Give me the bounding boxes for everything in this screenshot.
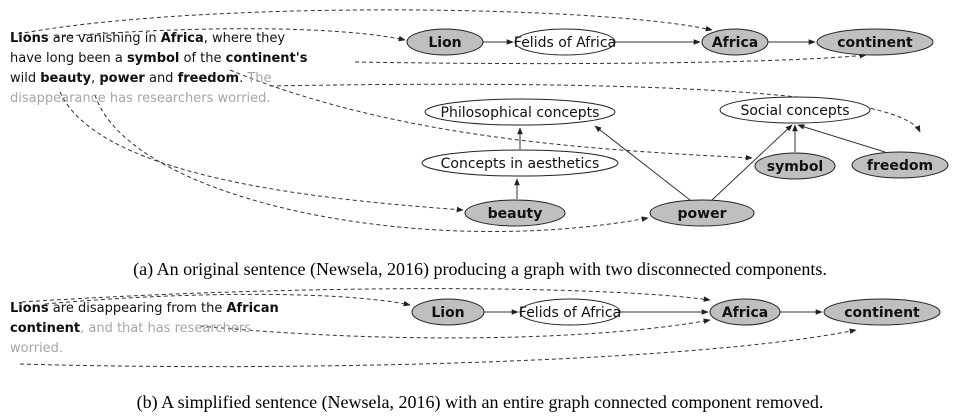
node-label: Africa — [722, 305, 768, 321]
node: Africa — [709, 298, 781, 326]
sentence-segment: are disappearing from the — [49, 301, 227, 316]
link — [17, 9, 713, 35]
sentence-segment: Lions — [10, 301, 49, 316]
sentence-segment: beauty — [40, 71, 91, 86]
caption: (b) A simplified sentence (Newsela, 2016… — [137, 392, 824, 413]
sentence-segment: , — [91, 71, 99, 86]
sentence-line: Lions are vanishing in Africa, where the… — [10, 31, 285, 46]
node-label: Felids of Africa — [519, 305, 621, 321]
edge — [797, 124, 886, 153]
node-shape — [701, 28, 769, 56]
node: Felids of Africa — [519, 298, 621, 326]
sentence-segment: have long been a — [10, 51, 127, 66]
node-label: Social concepts — [740, 103, 849, 119]
dashed-links-b — [19, 288, 857, 368]
node-shape — [421, 149, 619, 177]
sentence-segment: worried. — [10, 341, 63, 356]
node: Social concepts — [719, 96, 871, 124]
node-label: beauty — [488, 206, 543, 222]
sentence-segment: . — [239, 71, 247, 86]
node: power — [649, 199, 755, 227]
sentence-segment: are vanishing in — [49, 31, 161, 46]
link — [269, 83, 921, 133]
node: continent — [823, 298, 941, 326]
node-label: Concepts in aesthetics — [441, 156, 600, 172]
node: Concepts in aesthetics — [421, 149, 619, 177]
sentence-segment: wild — [10, 71, 40, 86]
node-shape — [851, 151, 949, 179]
node: continent — [816, 28, 934, 56]
sentence-line: have long been a symbol of the continent… — [10, 51, 308, 66]
dashed-links-a — [17, 9, 921, 232]
link — [94, 94, 649, 232]
edges-a — [483, 39, 886, 201]
sentence-segment: disappearance has researchers worried. — [10, 91, 271, 106]
sentence-line: wild beauty, power and freedom. The — [10, 71, 272, 86]
node-label: Lion — [431, 305, 464, 321]
node-shape — [754, 152, 836, 180]
sentence-segment: continent — [10, 321, 80, 336]
node-label: symbol — [767, 159, 824, 175]
edge — [594, 125, 691, 201]
node: Lion — [411, 298, 485, 326]
node: Felids of Africa — [514, 28, 616, 56]
sentence-line: worried. — [10, 341, 63, 356]
node-label: Africa — [712, 35, 758, 51]
caption: (a) An original sentence (Newsela, 2016)… — [133, 259, 827, 280]
link — [44, 293, 411, 307]
link — [19, 328, 857, 368]
node-label: power — [678, 206, 727, 222]
node-label: Philosophical concepts — [441, 105, 600, 121]
node-shape — [823, 298, 941, 326]
node: Africa — [701, 28, 769, 56]
node-shape — [464, 199, 566, 227]
node: freedom — [851, 151, 949, 179]
link — [54, 28, 406, 42]
sentence-segment: African — [226, 301, 278, 316]
sentence-segment: The — [246, 71, 271, 86]
node-shape — [649, 199, 755, 227]
sentence-segment: , where they — [204, 31, 286, 46]
node-label: continent — [844, 305, 920, 321]
node-shape — [519, 298, 621, 326]
node-shape — [411, 298, 485, 326]
edge — [711, 124, 793, 201]
link — [229, 69, 753, 161]
sentence-line: continent, and that has researchers — [10, 321, 251, 336]
sentence-segment: , and that has researchers — [80, 321, 251, 336]
sentence-segment: power — [99, 71, 145, 86]
node-label: Felids of Africa — [514, 35, 616, 51]
node: Lion — [406, 28, 484, 56]
node-shape — [424, 98, 616, 126]
sentence-segment: freedom — [178, 71, 239, 86]
node-label: continent — [837, 35, 913, 51]
node-label: Lion — [428, 35, 461, 51]
sentence-segment: symbol — [127, 51, 179, 66]
node-shape — [514, 28, 616, 56]
node: beauty — [464, 199, 566, 227]
link — [199, 318, 711, 339]
node-shape — [816, 28, 934, 56]
node-shape — [709, 298, 781, 326]
node-shape — [719, 96, 871, 124]
node: Philosophical concepts — [424, 98, 616, 126]
link — [354, 52, 867, 65]
node-shape — [406, 28, 484, 56]
node: symbol — [754, 152, 836, 180]
sentence-line: disappearance has researchers worried. — [10, 91, 271, 106]
sentence-segment: Africa — [161, 31, 204, 46]
node-label: freedom — [867, 158, 933, 174]
sentence-segment: continent's — [226, 51, 308, 66]
link — [59, 91, 464, 213]
sentence-segment: Lions — [10, 31, 49, 46]
link — [21, 288, 711, 303]
sentence-segment: and — [145, 71, 178, 86]
sentence-line: Lions are disappearing from the African — [10, 301, 279, 316]
sentence-segment: of the — [179, 51, 225, 66]
